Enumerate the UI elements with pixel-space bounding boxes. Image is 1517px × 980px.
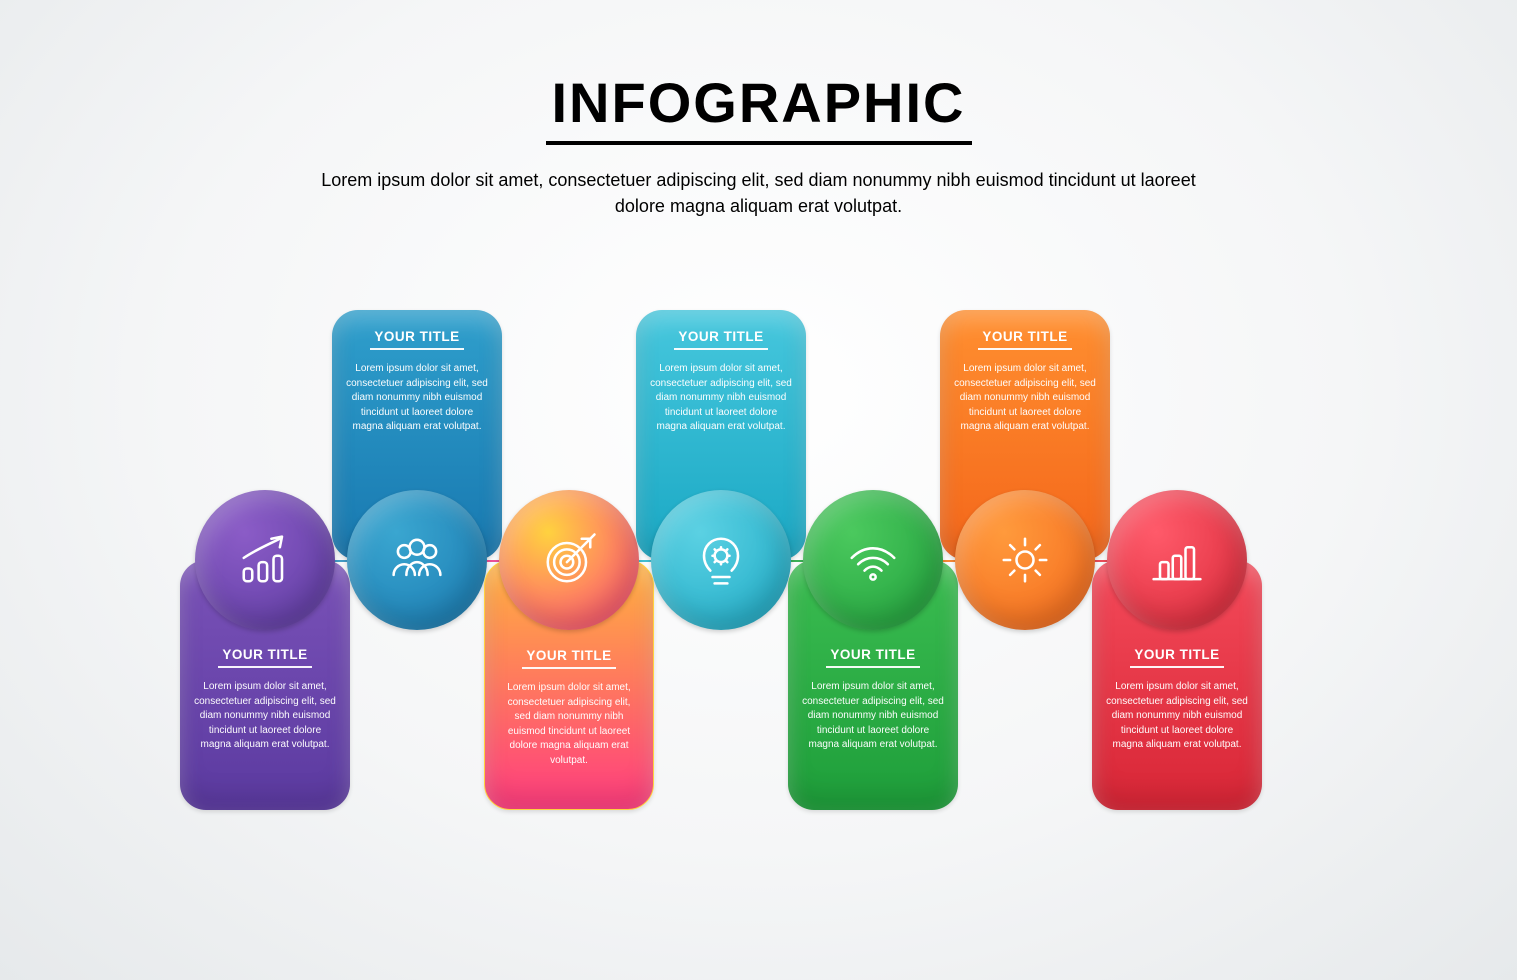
step-title: YOUR TITLE (1130, 647, 1223, 668)
page-subtitle: Lorem ipsum dolor sit amet, consectetuer… (309, 167, 1209, 219)
step-body: Lorem ipsum dolor sit amet, consectetuer… (802, 680, 944, 753)
step-title: YOUR TITLE (218, 647, 311, 668)
step-body: Lorem ipsum dolor sit amet, consectetuer… (650, 362, 792, 435)
infographic-stage: YOUR TITLE Lorem ipsum dolor sit amet, co… (0, 260, 1517, 940)
step-body: Lorem ipsum dolor sit amet, consectetuer… (1106, 680, 1248, 753)
step-title: YOUR TITLE (826, 647, 919, 668)
gear-icon (955, 490, 1095, 630)
step-title: YOUR TITLE (674, 329, 767, 350)
idea-bulb-icon (651, 490, 791, 630)
header: INFOGRAPHIC Lorem ipsum dolor sit amet, … (309, 70, 1209, 219)
step-body: Lorem ipsum dolor sit amet, consectetuer… (346, 362, 488, 435)
step-title: YOUR TITLE (978, 329, 1071, 350)
page-title: INFOGRAPHIC (546, 70, 972, 145)
bar-chart-icon (1107, 490, 1247, 630)
step-title: YOUR TITLE (522, 648, 615, 669)
step-title: YOUR TITLE (370, 329, 463, 350)
step-body: Lorem ipsum dolor sit amet, consectetuer… (954, 362, 1096, 435)
step-body: Lorem ipsum dolor sit amet, consectetuer… (499, 681, 639, 768)
step-body: Lorem ipsum dolor sit amet, consectetuer… (194, 680, 336, 753)
team-icon (347, 490, 487, 630)
growth-chart-icon (195, 490, 335, 630)
wifi-icon (803, 490, 943, 630)
target-icon (499, 490, 639, 630)
